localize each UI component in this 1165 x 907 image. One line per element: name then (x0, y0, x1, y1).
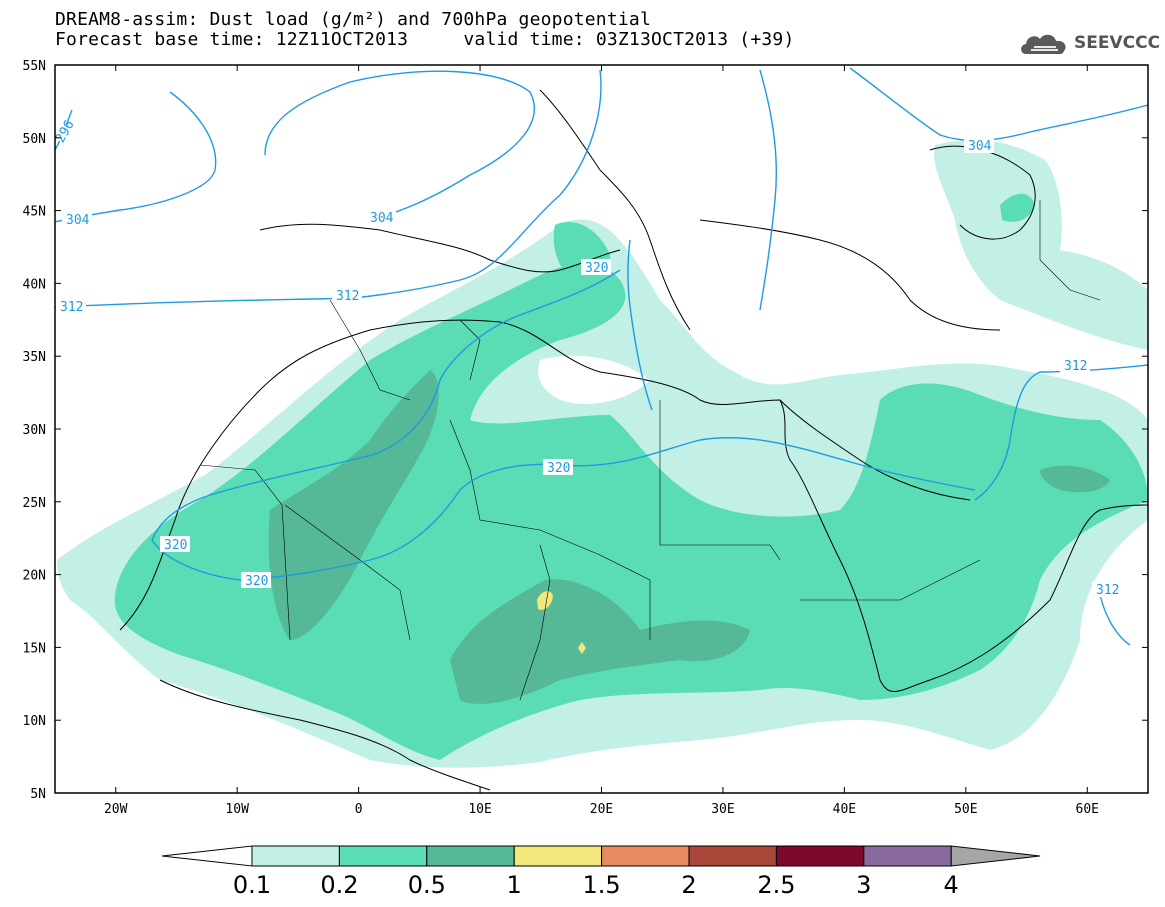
map-title: DREAM8-assim: Dust load (g/m²) and 700hP… (55, 9, 651, 30)
y-tick-label: 40N (23, 277, 46, 292)
y-tick-label: 50N (23, 132, 46, 147)
contour-label: 312 (332, 287, 362, 304)
contour-label: 320 (581, 259, 611, 276)
y-tick-label: 20N (23, 569, 46, 584)
colorbar-swatch (601, 845, 690, 867)
y-axis: 55N 50N 45N 40N 35N 30N 25N 20N 15N 10N 5N (23, 59, 1148, 802)
coastlines (119, 89, 1148, 791)
x-tick-label: 10E (468, 802, 491, 817)
y-tick-label: 30N (23, 423, 46, 438)
x-axis: 20W 10W 0 10E 20E 30E 40E 50E 60E (104, 65, 1099, 817)
y-tick-label: 5N (30, 787, 46, 802)
colorbar-label: 1.5 (583, 871, 621, 899)
contour-label: 312 (1060, 357, 1090, 374)
colorbar-label: 0.2 (320, 871, 358, 899)
svg-text:304: 304 (370, 211, 394, 226)
colorbar-label: 0.1 (233, 871, 271, 899)
svg-text:320: 320 (585, 261, 608, 276)
logo: SEEVCCC (1018, 30, 1160, 56)
svg-text:304: 304 (66, 213, 90, 228)
y-tick-label: 45N (23, 205, 46, 220)
svg-text:296: 296 (53, 118, 78, 146)
time-line: Forecast base time: 12Z11OCT2013 valid t… (55, 30, 794, 50)
colorbar-label: 4 (944, 871, 959, 899)
colorbar-label: 1 (507, 871, 522, 899)
contour-label: 312 (56, 298, 86, 315)
x-tick-label: 0 (355, 802, 363, 817)
x-tick-label: 50E (954, 802, 977, 817)
dust-region-light (934, 140, 1148, 350)
contour-label: 320 (543, 459, 573, 476)
x-tick-label: 20E (590, 802, 613, 817)
colorbar-swatch (775, 845, 865, 867)
clear-region (538, 355, 650, 404)
x-tick-label: 30E (711, 802, 734, 817)
colorbar-label: 0.5 (408, 871, 446, 899)
y-tick-label: 10N (23, 714, 46, 729)
y-tick-label: 25N (23, 496, 46, 511)
cloud-icon (1021, 34, 1066, 54)
x-tick-label: 40E (833, 802, 856, 817)
contour-label: 320 (241, 572, 271, 589)
colorbar-swatch (513, 845, 603, 867)
svg-text:312: 312 (60, 300, 83, 315)
dust-region-yellow (578, 642, 586, 654)
svg-text:312: 312 (336, 289, 359, 304)
contour-label: 296 (53, 118, 78, 146)
logo-text: SEEVCCC (1074, 33, 1161, 53)
colorbar-swatch (338, 845, 428, 867)
svg-text:320: 320 (245, 574, 268, 589)
y-tick-label: 55N (23, 59, 46, 74)
contour-label: 320 (160, 536, 190, 553)
dust-region-dark (1040, 465, 1110, 493)
y-tick-label: 15N (23, 641, 46, 656)
x-tick-label: 60E (1076, 802, 1099, 817)
dust-region-yellow (537, 591, 553, 610)
colorbar-swatch (863, 845, 952, 867)
svg-text:312: 312 (1096, 583, 1119, 598)
contour-label: 304 (62, 211, 92, 228)
colorbar-swatch (426, 845, 515, 867)
colorbar-over-triangle (950, 845, 1041, 867)
base-time: Forecast base time: 12Z11OCT2013 (55, 29, 409, 50)
valid-time: valid time: 03Z13OCT2013 (+39) (463, 29, 795, 50)
colorbar-label: 2 (681, 871, 696, 899)
svg-text:312: 312 (1064, 359, 1087, 374)
y-tick-label: 35N (23, 350, 46, 365)
svg-text:320: 320 (547, 461, 570, 476)
x-tick-label: 20W (104, 802, 128, 817)
svg-text:320: 320 (164, 538, 187, 553)
dust-region-dark (450, 579, 750, 704)
dust-region-medium (114, 263, 1148, 760)
colorbar-swatch (688, 845, 777, 867)
x-tick-label: 10W (225, 802, 249, 817)
header: DREAM8-assim: Dust load (g/m²) and 700hP… (55, 10, 794, 50)
dust-region-medium (1000, 193, 1035, 222)
svg-text:304: 304 (968, 139, 992, 154)
colorbar: 0.1 0.2 0.5 1 1.5 2 2.5 3 4 (161, 845, 1041, 899)
colorbar-under-triangle (161, 845, 253, 867)
political-borders (199, 200, 1101, 701)
contour-label: 312 (1092, 581, 1122, 598)
colorbar-label: 3 (856, 871, 871, 899)
contour-labels: 296 304 304 304 312 312 (53, 118, 1122, 598)
colorbar-label: 2.5 (757, 871, 795, 899)
colorbar-swatch (251, 845, 340, 867)
contour-label: 304 (366, 209, 396, 226)
dust-field: 296 304 304 304 312 312 (53, 67, 1148, 791)
contour-label: 304 (964, 137, 994, 154)
